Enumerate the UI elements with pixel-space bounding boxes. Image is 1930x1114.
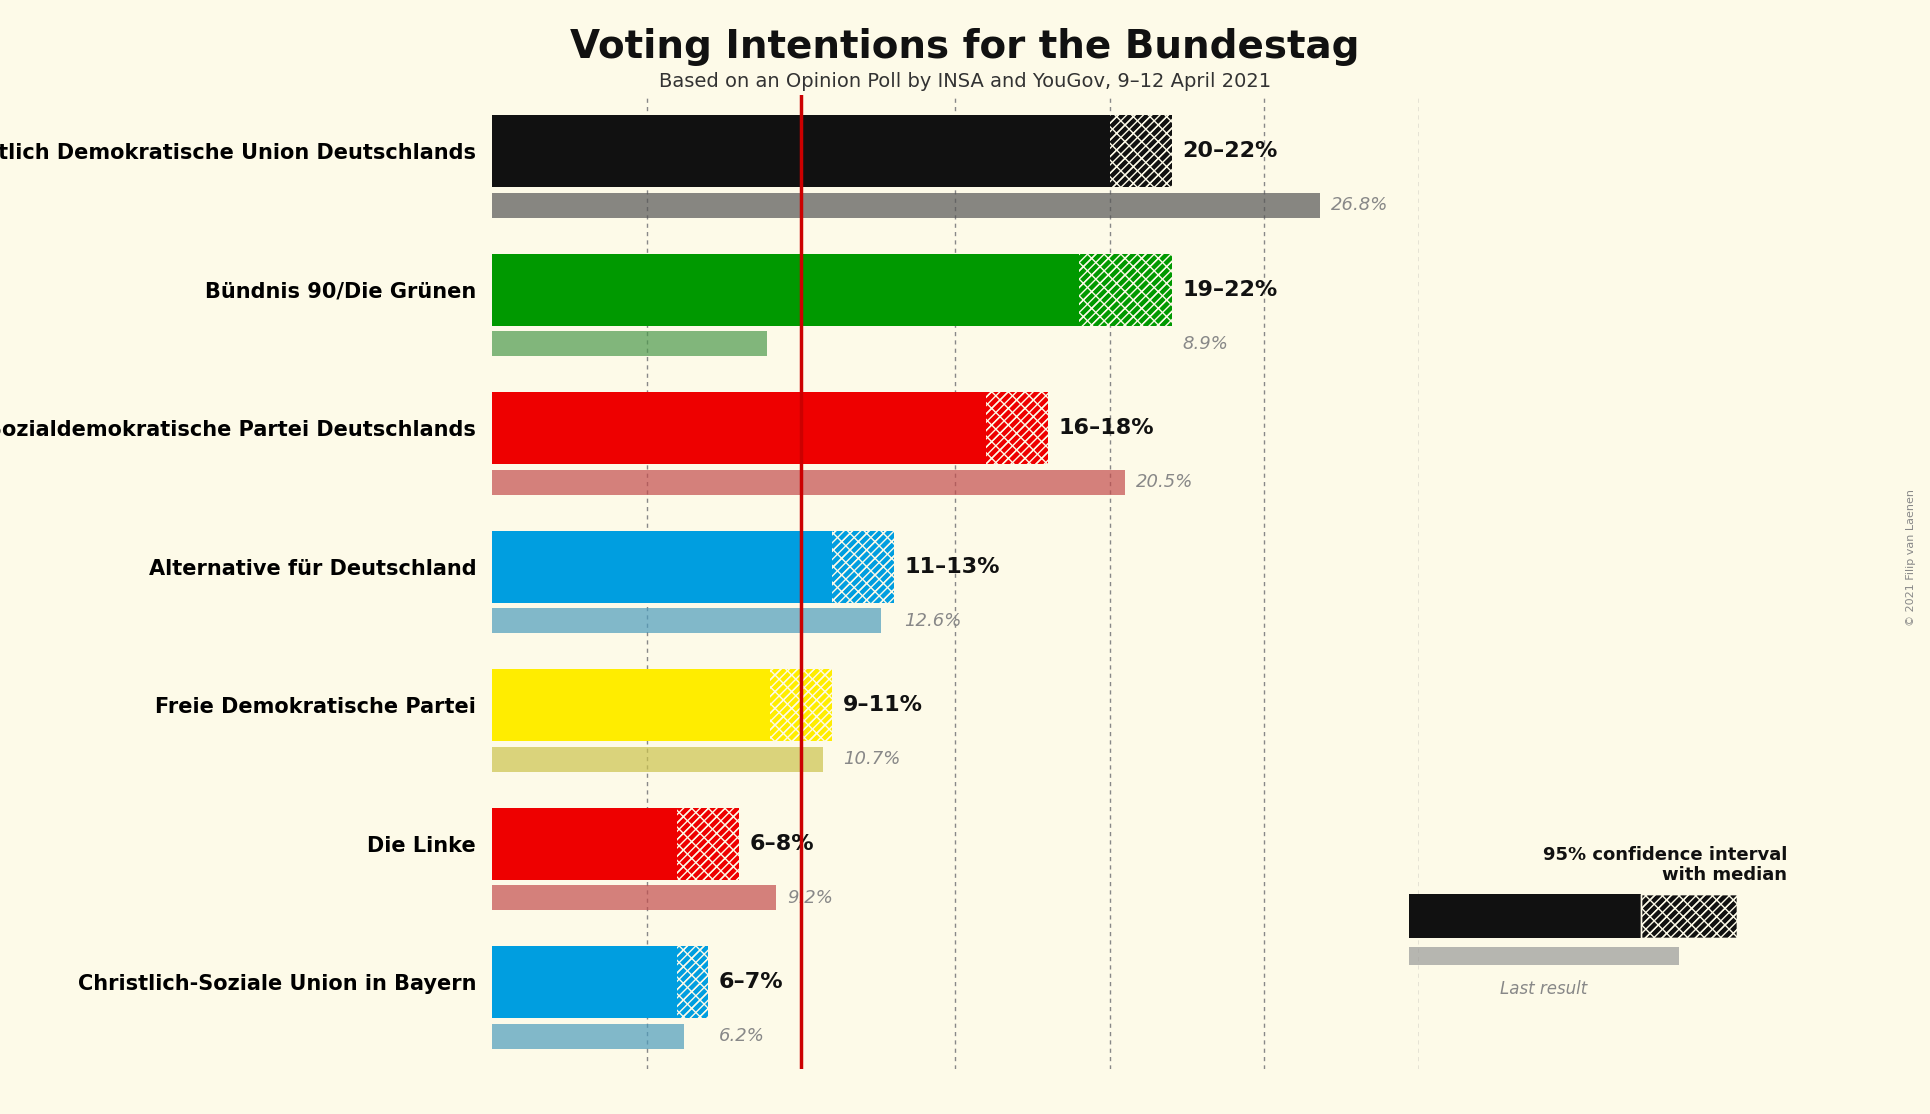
Bar bbox=[492, 946, 677, 1018]
Bar bbox=[492, 470, 1125, 495]
Bar bbox=[832, 531, 894, 603]
Text: © 2021 Filip van Laenen: © 2021 Filip van Laenen bbox=[1907, 489, 1916, 625]
Bar bbox=[1640, 893, 1737, 938]
Bar bbox=[1640, 893, 1737, 938]
Text: 16–18%: 16–18% bbox=[1060, 419, 1154, 439]
Bar bbox=[832, 531, 894, 603]
Bar bbox=[492, 1024, 683, 1048]
Text: 10.7%: 10.7% bbox=[843, 751, 899, 769]
Text: 20–22%: 20–22% bbox=[1183, 141, 1278, 162]
Bar bbox=[677, 808, 739, 880]
Bar bbox=[492, 808, 677, 880]
Bar bbox=[492, 116, 1110, 187]
Bar bbox=[986, 392, 1048, 465]
Bar bbox=[1079, 254, 1172, 326]
Text: 95% confidence interval
with median: 95% confidence interval with median bbox=[1542, 846, 1787, 885]
Bar bbox=[677, 808, 739, 880]
Text: 8.9%: 8.9% bbox=[1183, 335, 1227, 353]
Bar bbox=[492, 332, 766, 356]
Bar bbox=[677, 946, 708, 1018]
Text: 26.8%: 26.8% bbox=[1330, 196, 1388, 215]
Text: Last result: Last result bbox=[1500, 980, 1588, 998]
Bar bbox=[492, 886, 776, 910]
Bar bbox=[1079, 254, 1172, 326]
Bar bbox=[1409, 947, 1679, 965]
Bar bbox=[492, 254, 1079, 326]
Text: 20.5%: 20.5% bbox=[1137, 473, 1193, 491]
Bar bbox=[492, 608, 882, 633]
Text: Voting Intentions for the Bundestag: Voting Intentions for the Bundestag bbox=[569, 28, 1361, 66]
Text: 6.2%: 6.2% bbox=[720, 1027, 764, 1045]
Bar bbox=[492, 746, 822, 772]
Text: 12.6%: 12.6% bbox=[905, 612, 961, 629]
Bar bbox=[677, 946, 708, 1018]
Bar bbox=[770, 670, 832, 741]
Text: Based on an Opinion Poll by INSA and YouGov, 9–12 April 2021: Based on an Opinion Poll by INSA and You… bbox=[658, 72, 1272, 91]
Bar bbox=[770, 670, 832, 741]
Bar bbox=[1110, 116, 1172, 187]
Bar bbox=[1110, 116, 1172, 187]
Text: 9.2%: 9.2% bbox=[787, 889, 834, 907]
Bar bbox=[986, 392, 1048, 465]
Text: 6–7%: 6–7% bbox=[720, 973, 784, 993]
Text: 6–8%: 6–8% bbox=[751, 833, 814, 853]
Text: 9–11%: 9–11% bbox=[843, 695, 923, 715]
Bar bbox=[1409, 893, 1640, 938]
Bar bbox=[492, 531, 832, 603]
Text: 19–22%: 19–22% bbox=[1183, 280, 1278, 300]
Bar bbox=[492, 670, 770, 741]
Bar bbox=[492, 193, 1320, 218]
Text: 11–13%: 11–13% bbox=[905, 557, 1000, 577]
Bar bbox=[492, 392, 986, 465]
